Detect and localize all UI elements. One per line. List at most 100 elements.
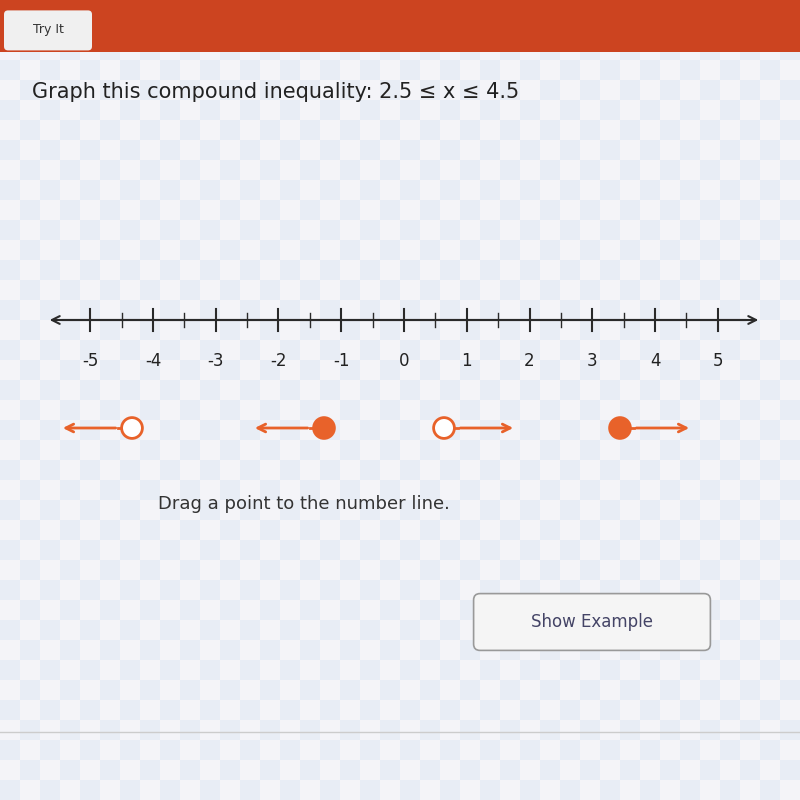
Bar — [420, 640, 440, 660]
Bar — [60, 460, 80, 480]
Bar — [200, 620, 220, 640]
Bar — [740, 780, 760, 800]
Bar — [220, 460, 240, 480]
Bar — [280, 600, 300, 620]
Bar — [380, 220, 400, 240]
Bar — [320, 500, 340, 520]
Bar — [120, 700, 140, 720]
Bar — [760, 660, 780, 680]
Bar — [420, 220, 440, 240]
Bar — [680, 660, 700, 680]
Bar — [60, 0, 80, 20]
Bar — [560, 100, 580, 120]
Bar — [640, 620, 660, 640]
Bar — [240, 380, 260, 400]
Bar — [80, 0, 100, 20]
Bar — [40, 360, 60, 380]
Bar — [100, 720, 120, 740]
Bar — [20, 220, 40, 240]
Circle shape — [314, 418, 334, 438]
Bar — [60, 540, 80, 560]
Bar — [280, 0, 300, 20]
Bar — [80, 580, 100, 600]
Bar — [180, 340, 200, 360]
Bar — [560, 520, 580, 540]
Bar — [340, 780, 360, 800]
Bar — [380, 240, 400, 260]
Bar — [360, 580, 380, 600]
Bar — [340, 420, 360, 440]
Bar — [680, 220, 700, 240]
Bar — [500, 620, 520, 640]
Bar — [280, 40, 300, 60]
Bar — [200, 580, 220, 600]
Bar — [300, 220, 320, 240]
Bar — [700, 60, 720, 80]
Bar — [780, 220, 800, 240]
Bar — [0, 480, 20, 500]
Bar — [620, 780, 640, 800]
Bar — [340, 600, 360, 620]
Bar — [200, 340, 220, 360]
Bar — [480, 20, 500, 40]
Bar — [540, 480, 560, 500]
Bar — [680, 600, 700, 620]
Bar — [240, 20, 260, 40]
Bar — [560, 480, 580, 500]
Bar — [100, 300, 120, 320]
Bar — [280, 560, 300, 580]
Bar — [40, 120, 60, 140]
Bar — [20, 20, 40, 40]
Bar — [660, 400, 680, 420]
Bar — [20, 640, 40, 660]
Bar — [260, 560, 280, 580]
Bar — [160, 200, 180, 220]
Bar — [360, 660, 380, 680]
Bar — [220, 400, 240, 420]
Bar — [560, 780, 580, 800]
Bar — [100, 80, 120, 100]
Bar — [240, 440, 260, 460]
Bar — [700, 580, 720, 600]
Bar — [140, 220, 160, 240]
Bar — [700, 460, 720, 480]
Bar — [280, 200, 300, 220]
Bar — [60, 400, 80, 420]
Bar — [360, 60, 380, 80]
Bar — [260, 700, 280, 720]
Bar — [240, 340, 260, 360]
Bar — [520, 300, 540, 320]
Bar — [300, 740, 320, 760]
Bar — [220, 700, 240, 720]
Bar — [0, 660, 20, 680]
Bar — [460, 720, 480, 740]
Bar — [520, 120, 540, 140]
Bar — [80, 340, 100, 360]
Circle shape — [434, 418, 454, 438]
Bar — [160, 20, 180, 40]
Bar — [640, 480, 660, 500]
Bar — [320, 380, 340, 400]
Bar — [60, 780, 80, 800]
Bar — [340, 200, 360, 220]
Bar — [460, 160, 480, 180]
Bar — [640, 180, 660, 200]
Bar — [120, 80, 140, 100]
Bar — [40, 680, 60, 700]
Bar — [740, 320, 760, 340]
Bar — [20, 420, 40, 440]
Bar — [660, 300, 680, 320]
Bar — [660, 160, 680, 180]
Bar — [600, 660, 620, 680]
Bar — [300, 300, 320, 320]
Bar — [440, 160, 460, 180]
Bar — [360, 500, 380, 520]
Bar — [80, 560, 100, 580]
Bar — [80, 360, 100, 380]
Bar — [60, 160, 80, 180]
Bar — [400, 280, 420, 300]
Bar — [280, 320, 300, 340]
Bar — [220, 760, 240, 780]
Bar — [60, 280, 80, 300]
Bar — [440, 580, 460, 600]
